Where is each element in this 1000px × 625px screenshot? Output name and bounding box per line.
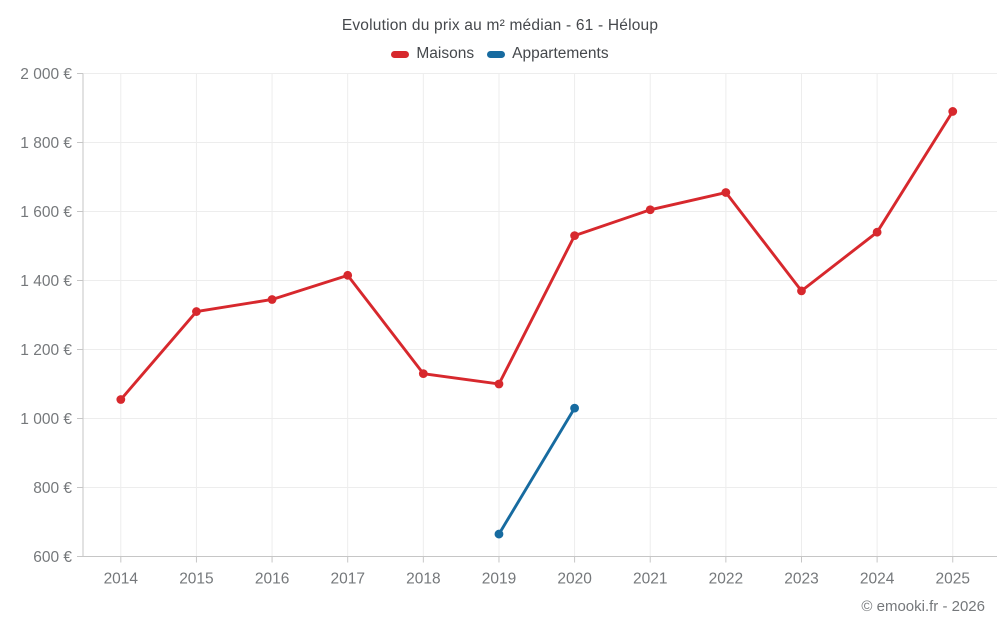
x-tick-label-2019: 2019: [482, 571, 516, 588]
x-tick-label-2015: 2015: [179, 571, 213, 588]
data-point-appartements-2020[interactable]: [570, 403, 579, 413]
x-tick-label-2024: 2024: [860, 571, 895, 588]
y-tick-label-1400: 1 400 €: [20, 273, 72, 290]
data-point-maisons-2023[interactable]: [797, 286, 806, 296]
credit-text: © emooki.fr - 2026: [861, 598, 985, 615]
data-point-maisons-2024[interactable]: [872, 227, 882, 237]
data-point-maisons-2022[interactable]: [721, 188, 731, 197]
series-line-maisons: [119, 109, 955, 401]
x-tick-label-2025: 2025: [936, 571, 970, 588]
data-point-maisons-2015[interactable]: [192, 307, 201, 316]
data-point-maisons-2014[interactable]: [116, 395, 126, 404]
chart-legend: Maisons Appartements: [0, 45, 1000, 63]
x-tick-label-2021: 2021: [633, 571, 667, 588]
y-tick-label-1000: 1 000 €: [20, 411, 72, 428]
y-tick-label-2000: 2 000 €: [20, 66, 72, 83]
x-tick-label-2022: 2022: [709, 571, 743, 588]
y-tick-label-600: 600 €: [33, 549, 72, 566]
data-point-maisons-2025[interactable]: [948, 107, 958, 116]
y-tick-label-1800: 1 800 €: [20, 135, 72, 152]
data-point-maisons-2020[interactable]: [570, 231, 579, 241]
x-tick-label-2016: 2016: [255, 571, 289, 588]
legend-item-maisons[interactable]: Maisons: [391, 45, 474, 63]
data-point-appartements-2019[interactable]: [494, 529, 504, 539]
chart-title: Evolution du prix au m² médian - 61 - Hé…: [341, 17, 659, 34]
legend-label-appartements: Appartements: [512, 45, 609, 62]
data-point-maisons-2019[interactable]: [494, 379, 504, 389]
x-tick-label-2023: 2023: [784, 571, 818, 588]
x-tick-label-2018: 2018: [406, 571, 440, 588]
legend-label-maisons: Maisons: [416, 45, 475, 62]
x-tick-label-2014: 2014: [104, 571, 139, 588]
appartements-color-swatch-icon: [487, 50, 506, 58]
x-tick-label-2020: 2020: [557, 571, 592, 588]
data-point-maisons-2016[interactable]: [267, 295, 277, 304]
data-point-maisons-2021[interactable]: [645, 205, 655, 215]
maisons-color-swatch-icon: [391, 50, 410, 58]
x-tick-label-2017: 2017: [330, 571, 364, 588]
series-line-appartements: [497, 406, 577, 536]
legend-item-appartements[interactable]: Appartements: [487, 45, 609, 63]
y-tick-label-1600: 1 600 €: [20, 204, 72, 221]
data-point-maisons-2017[interactable]: [343, 270, 353, 280]
y-tick-label-800: 800 €: [33, 480, 72, 497]
data-point-maisons-2018[interactable]: [418, 369, 428, 379]
y-tick-label-1200: 1 200 €: [20, 342, 72, 359]
